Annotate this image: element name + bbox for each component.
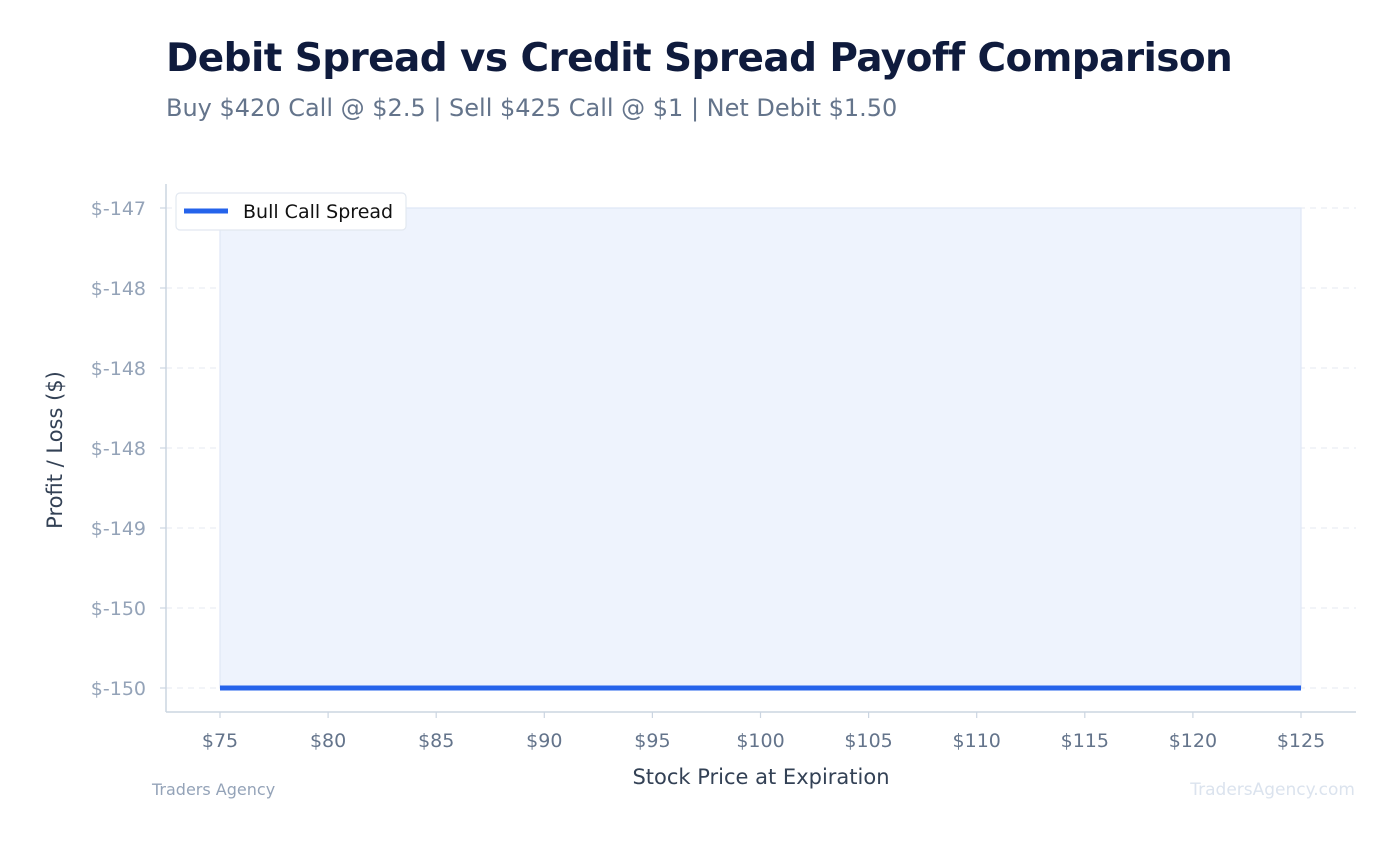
y-tick-label: $-149 (91, 518, 146, 540)
x-tick-label: $115 (1061, 730, 1109, 752)
x-tick-label: $120 (1169, 730, 1217, 752)
chart-title: Debit Spread vs Credit Spread Payoff Com… (166, 36, 1233, 81)
y-tick-label: $-148 (91, 278, 146, 300)
x-tick-label: $105 (844, 730, 892, 752)
y-axis-title: Profit / Loss ($) (43, 371, 67, 529)
footer-url[interactable]: TradersAgency.com (1190, 780, 1355, 800)
y-tick-label: $-150 (91, 678, 146, 700)
chart-subtitle: Buy $420 Call @ $2.5 | Sell $425 Call @ … (166, 94, 898, 122)
legend-box (175, 192, 407, 231)
profit-zone-area (219, 207, 1302, 689)
x-tick-label: $75 (202, 730, 238, 752)
x-tick-label: $85 (418, 730, 454, 752)
x-tick-label: $100 (736, 730, 784, 752)
y-tick-label: $-147 (91, 198, 146, 220)
x-tick-label: $95 (634, 730, 670, 752)
x-tick-label: $125 (1277, 730, 1325, 752)
x-tick-label: $110 (953, 730, 1001, 752)
y-tick-label: $-150 (91, 598, 146, 620)
y-tick-label: $-148 (91, 358, 146, 380)
x-tick-label: $90 (526, 730, 562, 752)
y-tick-label: $-148 (91, 438, 146, 460)
footer-brand: Traders Agency (152, 780, 276, 799)
legend-label-bull-call-spread: Bull Call Spread (243, 201, 393, 223)
x-axis-title: Stock Price at Expiration (632, 765, 889, 789)
x-tick-label: $80 (310, 730, 346, 752)
